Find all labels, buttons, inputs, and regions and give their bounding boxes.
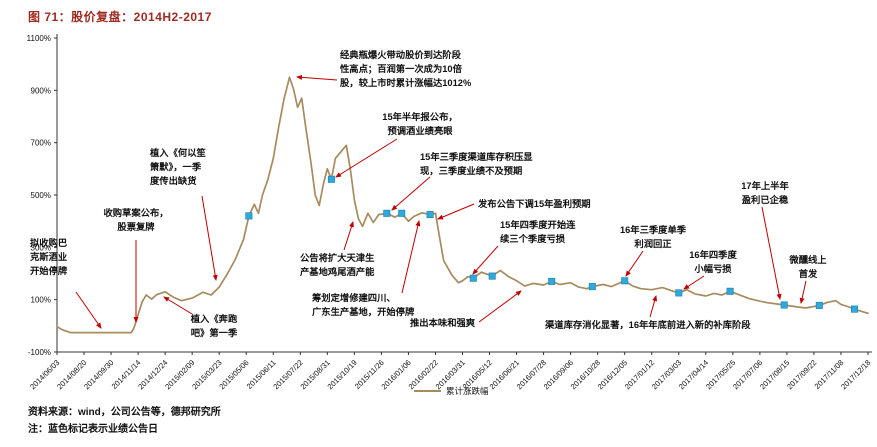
annotation-text: 经典瓶爆火带动股价到达阶段性高点；百润第一次成为10倍股，较上市时累计涨幅达10… — [340, 49, 472, 88]
annotation-arrow — [799, 280, 807, 304]
y-tick-label: 100% — [31, 296, 51, 305]
earnings-marker — [383, 209, 391, 217]
annotation-text: 筹划定增修建四川、广东生产基地，开始停牌 — [312, 292, 415, 317]
annotation-text: 公告将扩大天津生产基地鸡尾酒产能 — [300, 252, 375, 277]
annotation-text: 推出本味和强爽 — [410, 317, 476, 328]
annotation-arrow — [343, 221, 354, 251]
y-tick-label: 900% — [31, 86, 51, 95]
annotation-arrow — [391, 176, 431, 211]
earnings-marker — [780, 301, 788, 309]
earnings-marker — [488, 272, 496, 280]
annotation-text: 15年四季度开始连续三个季度亏损 — [500, 219, 576, 244]
annotation-arrow — [625, 250, 644, 277]
earnings-marker — [469, 274, 477, 282]
earnings-marker — [327, 175, 335, 183]
annotation-text: 拟收购巴克斯酒业开始停牌 — [29, 237, 68, 276]
annotation-arrow — [649, 295, 658, 318]
annotation-text: 植入《奔跑吧》第一季 — [190, 313, 238, 338]
annotation-text: 发布公告下调15年盈利预期 — [477, 198, 591, 209]
annotation-arrow — [201, 195, 218, 281]
earnings-marker — [621, 277, 629, 285]
annotation-text: 收购草案公布，股票复牌 — [103, 207, 168, 232]
annotation-arrow — [683, 275, 705, 290]
legend: 累计涨跌幅 — [414, 386, 489, 396]
annotation-text: 16年四季度小幅亏损 — [689, 249, 737, 274]
figure-footer: 资料来源：wind，公司公告等，德邦研究所 注：蓝色标记表示业绩公告日 — [28, 404, 221, 438]
earnings-marker — [815, 301, 823, 309]
annotation-text: 微醺线上首发 — [788, 254, 827, 279]
figure-title: 图 71：股价复盘：2014H2-2017 — [28, 10, 212, 24]
earnings-marker — [726, 287, 734, 295]
y-tick-label: 300% — [31, 243, 51, 252]
earnings-marker — [245, 212, 253, 220]
earnings-marker — [548, 277, 556, 285]
annotation-text: 15年三季度渠道库存积压显现，三季度业绩不及预期 — [420, 151, 533, 176]
earnings-marker — [398, 209, 406, 217]
stock-price-chart: 1100%900%700%500%300%100%-100%2014/06/03… — [27, 34, 872, 396]
annotation-text: 渠道库存消化显著，16年年底前进入新的补库阶段 — [544, 319, 751, 330]
legend-label: 累计涨跌幅 — [446, 386, 489, 396]
annotation-text: 15年半年报公布，预调酒业绩亮眼 — [382, 111, 457, 136]
annotation-arrow — [75, 291, 102, 329]
annotation-arrow — [335, 138, 398, 178]
y-tick-label: 700% — [31, 139, 51, 148]
annotation-text: 植入《何以笙箫默》，一季度传出缺货 — [149, 147, 206, 186]
earnings-marker — [426, 211, 434, 219]
annotation-arrow — [472, 245, 499, 275]
earnings-marker — [588, 283, 596, 291]
annotation-arrow — [478, 290, 522, 323]
source-note: 资料来源：wind，公司公告等，德邦研究所 — [28, 407, 221, 418]
earnings-marker — [850, 305, 858, 313]
annotation-arrow — [437, 203, 475, 220]
annotation-arrow — [401, 220, 421, 294]
x-tick-label: 2017/12/18 — [839, 358, 872, 391]
annotation-arrow — [296, 74, 338, 81]
annotation-text: 16年三季度单季利润回正 — [620, 224, 687, 249]
y-tick-label: 1100% — [27, 34, 51, 43]
cumulative-return-line — [56, 76, 869, 334]
blue-marker-note: 注：蓝色标记表示业绩公告日 — [28, 424, 158, 435]
annotation-arrow — [761, 206, 782, 300]
y-tick-label: -100% — [28, 348, 51, 357]
earnings-marker — [675, 289, 683, 297]
annotation-text: 17年上半年盈利已企稳 — [741, 180, 790, 205]
annotation-arrow — [163, 296, 193, 315]
y-tick-label: 500% — [31, 191, 51, 200]
